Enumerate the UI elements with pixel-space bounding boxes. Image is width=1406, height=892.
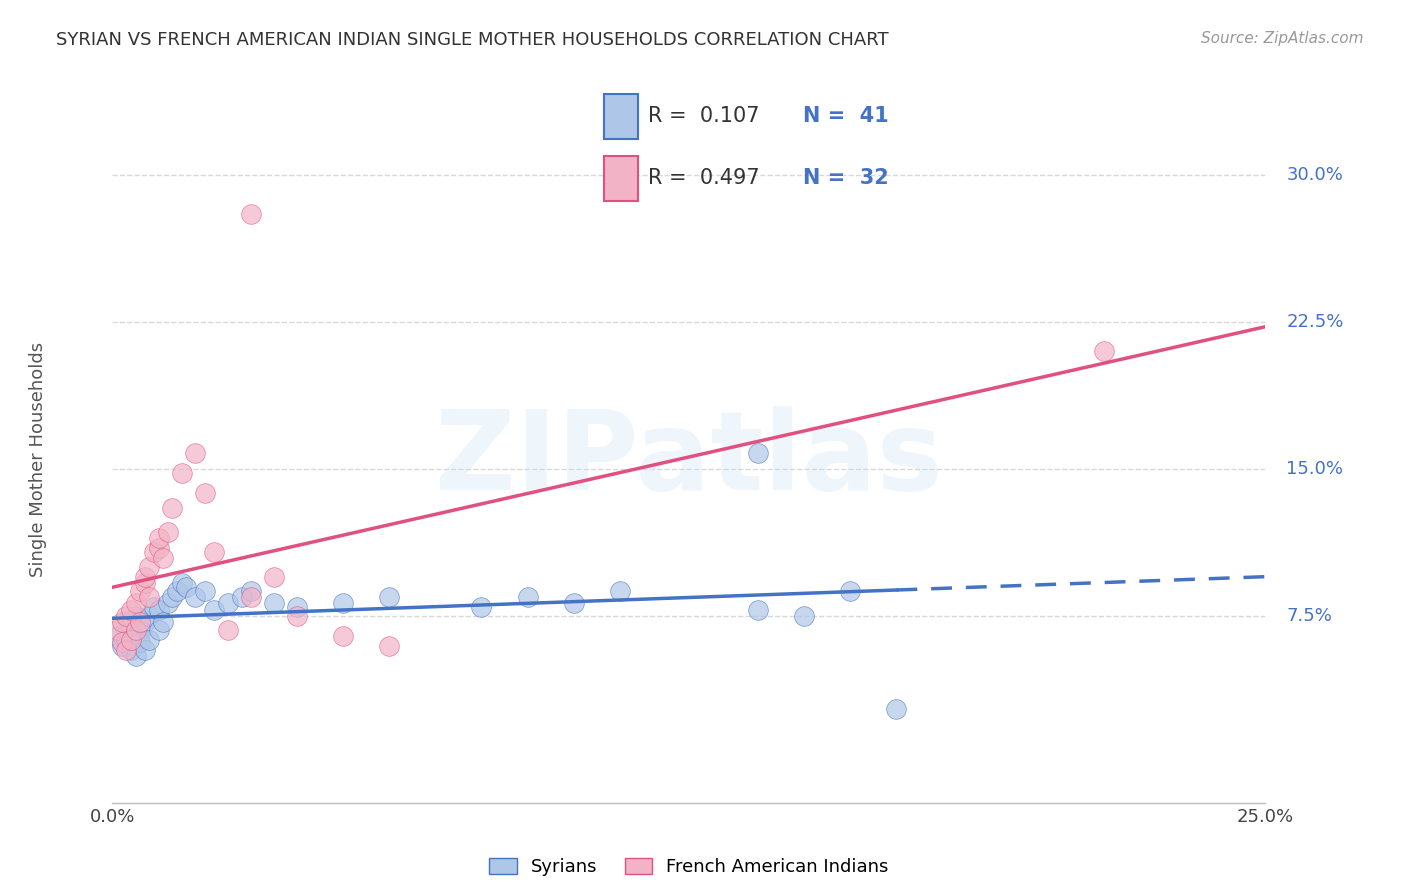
Point xyxy=(129,583,152,598)
Text: 15.0%: 15.0% xyxy=(1286,460,1344,478)
Point xyxy=(239,207,262,221)
Text: 30.0%: 30.0% xyxy=(1286,166,1343,184)
Point xyxy=(124,609,146,624)
Point xyxy=(124,648,146,663)
Text: Single Mother Households: Single Mother Households xyxy=(28,342,46,577)
Point xyxy=(1092,344,1115,359)
Point xyxy=(111,639,134,653)
Point xyxy=(217,623,239,637)
Point xyxy=(217,596,239,610)
Point xyxy=(105,623,128,637)
Point xyxy=(516,590,538,604)
Point xyxy=(166,583,188,598)
Point xyxy=(609,583,631,598)
Point xyxy=(174,580,197,594)
Point xyxy=(886,701,908,715)
Text: R =  0.497: R = 0.497 xyxy=(648,168,759,188)
Point xyxy=(120,632,142,647)
Point xyxy=(148,531,170,545)
Point xyxy=(129,635,152,649)
Point xyxy=(378,590,401,604)
Point xyxy=(562,596,585,610)
Point xyxy=(162,590,184,604)
Point xyxy=(138,632,160,647)
Text: ZIPatlas: ZIPatlas xyxy=(434,406,943,513)
Point xyxy=(152,550,174,565)
Point xyxy=(202,603,225,617)
Point xyxy=(239,590,262,604)
Point xyxy=(120,603,142,617)
Point xyxy=(231,590,253,604)
Point xyxy=(156,596,179,610)
Point xyxy=(115,615,138,630)
Point xyxy=(263,570,285,584)
Point xyxy=(152,615,174,630)
Text: 7.5%: 7.5% xyxy=(1286,607,1333,625)
Point xyxy=(285,599,308,614)
Point xyxy=(170,466,193,480)
Point xyxy=(111,615,134,630)
Point xyxy=(194,485,217,500)
Point xyxy=(378,639,401,653)
Text: N =  41: N = 41 xyxy=(803,106,889,127)
Text: Source: ZipAtlas.com: Source: ZipAtlas.com xyxy=(1201,31,1364,46)
Point xyxy=(124,596,146,610)
Point xyxy=(148,603,170,617)
Point xyxy=(285,609,308,624)
Point xyxy=(747,603,769,617)
Point xyxy=(747,446,769,460)
Point xyxy=(143,599,166,614)
Point xyxy=(105,629,128,643)
Text: N =  32: N = 32 xyxy=(803,168,889,188)
Point xyxy=(148,623,170,637)
Point xyxy=(111,635,134,649)
Point xyxy=(839,583,862,598)
Point xyxy=(202,544,225,558)
Point xyxy=(793,609,815,624)
FancyBboxPatch shape xyxy=(605,94,638,139)
Point xyxy=(184,590,207,604)
Point xyxy=(115,609,138,624)
Point xyxy=(143,544,166,558)
Point xyxy=(470,599,492,614)
Point xyxy=(170,576,193,591)
Point xyxy=(120,619,142,633)
Point xyxy=(138,590,160,604)
Point xyxy=(138,609,160,624)
Point xyxy=(332,629,354,643)
Point xyxy=(120,642,142,657)
Point xyxy=(115,632,138,647)
Point xyxy=(148,541,170,555)
Legend: Syrians, French American Indians: Syrians, French American Indians xyxy=(482,850,896,883)
Point xyxy=(162,501,184,516)
Point xyxy=(124,623,146,637)
Point xyxy=(263,596,285,610)
Point xyxy=(184,446,207,460)
Point xyxy=(134,570,156,584)
Point xyxy=(115,642,138,657)
FancyBboxPatch shape xyxy=(605,156,638,202)
Point xyxy=(138,560,160,574)
Point xyxy=(156,524,179,539)
Point xyxy=(134,642,156,657)
Point xyxy=(194,583,217,598)
Point xyxy=(332,596,354,610)
Text: SYRIAN VS FRENCH AMERICAN INDIAN SINGLE MOTHER HOUSEHOLDS CORRELATION CHART: SYRIAN VS FRENCH AMERICAN INDIAN SINGLE … xyxy=(56,31,889,49)
Text: R =  0.107: R = 0.107 xyxy=(648,106,759,127)
Point xyxy=(239,583,262,598)
Point xyxy=(129,615,152,630)
Point xyxy=(129,623,152,637)
Text: 22.5%: 22.5% xyxy=(1286,313,1344,331)
Point xyxy=(134,576,156,591)
Point xyxy=(134,615,156,630)
